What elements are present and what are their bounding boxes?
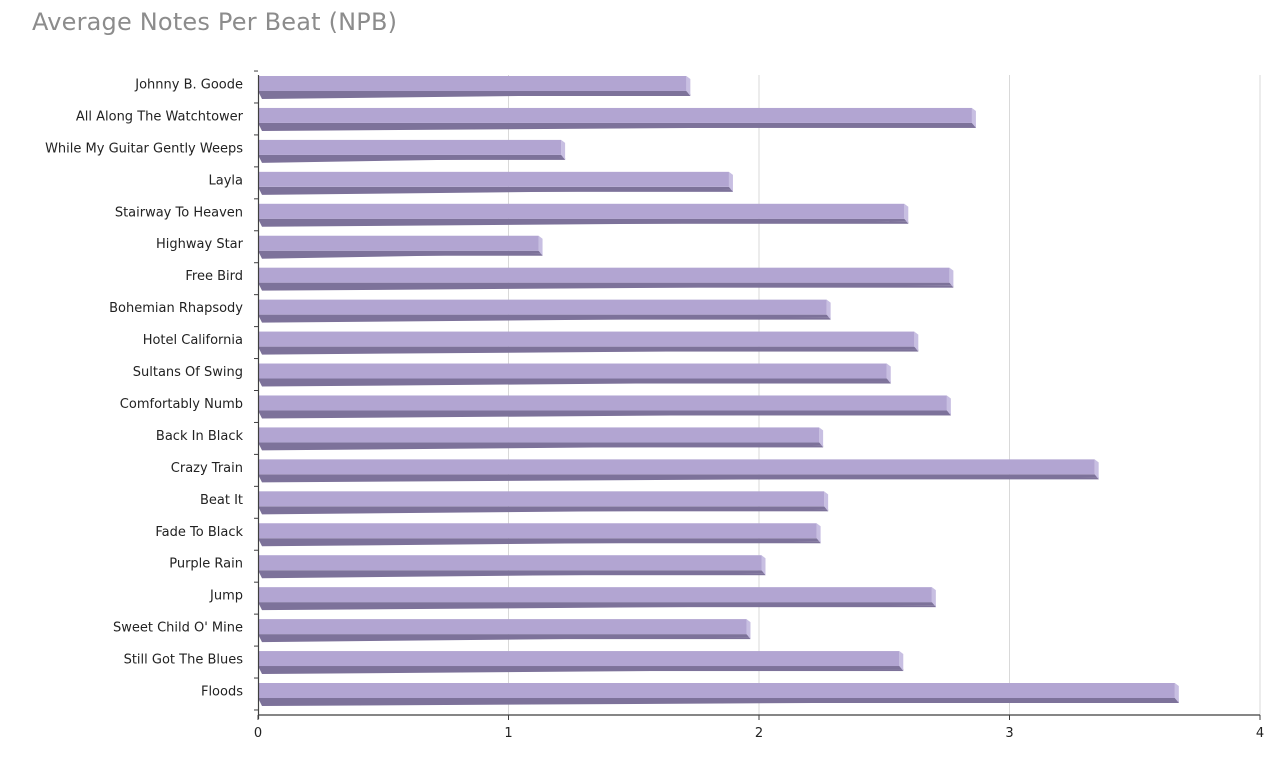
category-label-13: Crazy Train — [171, 461, 243, 476]
category-label-14: Beat It — [200, 493, 243, 508]
category-labels: Johnny B. Goode All Along The Watchtower W… — [45, 78, 244, 700]
bar-9 — [258, 331, 919, 355]
category-label-7: Free Bird — [185, 269, 243, 284]
x-tick-label-1: 1 — [504, 726, 512, 741]
bar-7 — [258, 267, 954, 291]
x-tick-labels: 0 1 2 3 4 — [254, 726, 1264, 741]
bar-5 — [258, 203, 909, 227]
axes — [254, 70, 1261, 720]
bar-2 — [258, 107, 976, 131]
category-label-17: Jump — [209, 589, 243, 604]
gridlines — [508, 75, 1261, 715]
bar-8 — [258, 299, 831, 323]
bar-14 — [258, 491, 829, 515]
category-label-9: Hotel California — [143, 333, 243, 348]
category-label-4: Layla — [209, 173, 243, 188]
x-tick-label-2: 2 — [755, 726, 763, 741]
bar-6 — [258, 235, 543, 259]
category-label-20: Floods — [201, 685, 243, 700]
category-label-12: Back In Black — [156, 429, 244, 444]
bar-16 — [258, 555, 766, 579]
category-label-3: While My Guitar Gently Weeps — [45, 141, 243, 156]
category-label-15: Fade To Black — [155, 525, 243, 540]
chart-title: Average Notes Per Beat (NPB) — [32, 8, 398, 36]
bar-10 — [258, 363, 891, 387]
bar-3 — [258, 139, 566, 163]
bars — [258, 76, 1179, 706]
bar-18 — [258, 619, 751, 643]
category-label-8: Bohemian Rhapsody — [109, 301, 243, 316]
category-label-2: All Along The Watchtower — [76, 109, 244, 124]
bar-12 — [258, 427, 824, 451]
category-label-5: Stairway To Heaven — [115, 205, 243, 220]
bar-19 — [258, 651, 904, 675]
bar-4 — [258, 171, 733, 195]
category-label-18: Sweet Child O' Mine — [113, 621, 243, 636]
category-label-11: Comfortably Numb — [120, 397, 243, 412]
category-label-19: Still Got The Blues — [124, 653, 244, 668]
category-label-1: Johnny B. Goode — [134, 78, 243, 93]
bar-11 — [258, 395, 951, 419]
bar-17 — [258, 587, 936, 611]
bar-1 — [258, 76, 691, 99]
x-tick-label-3: 3 — [1005, 726, 1013, 741]
category-label-10: Sultans Of Swing — [133, 365, 243, 380]
bar-15 — [258, 523, 821, 547]
category-label-6: Highway Star — [156, 237, 244, 252]
category-label-16: Purple Rain — [169, 557, 243, 572]
bar-13 — [258, 459, 1099, 483]
bar-20 — [258, 683, 1179, 706]
x-tick-label-4: 4 — [1256, 726, 1264, 741]
x-tick-label-0: 0 — [254, 726, 262, 741]
